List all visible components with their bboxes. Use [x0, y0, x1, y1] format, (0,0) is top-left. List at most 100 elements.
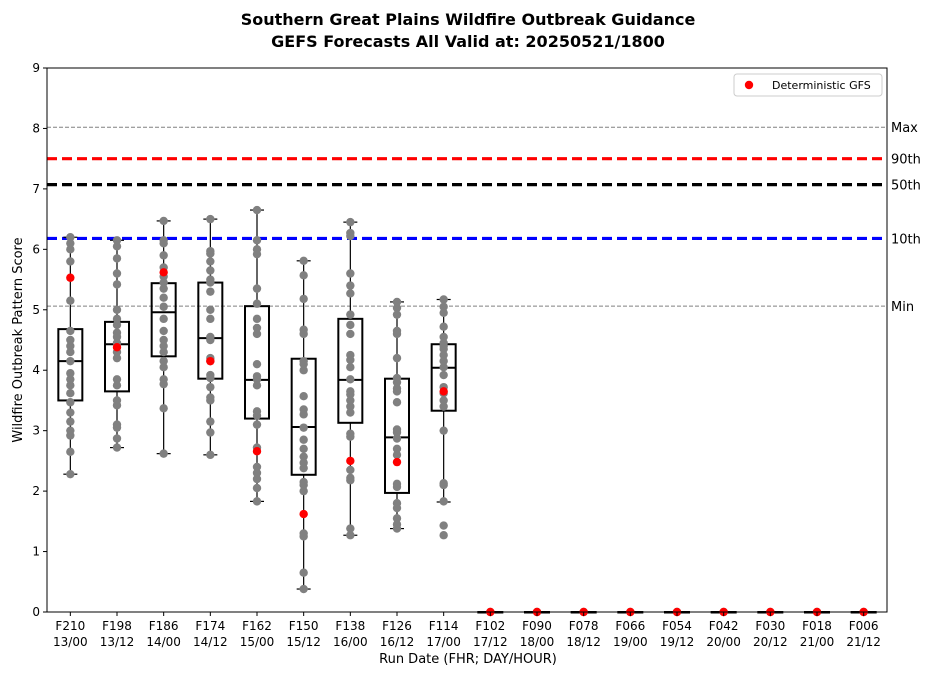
x-tick-label-date: 19/12	[660, 635, 695, 649]
ensemble-member-point	[346, 390, 355, 399]
chart-title-line1: Southern Great Plains Wildfire Outbreak …	[241, 10, 696, 29]
ensemble-member-point	[439, 308, 448, 317]
ensemble-member-point	[392, 303, 402, 313]
ensemble-member-point	[299, 568, 308, 577]
ensemble-member-point	[299, 294, 308, 304]
y-tick-label: 7	[32, 182, 40, 196]
ensemble-member-point	[66, 347, 75, 357]
ensemble-member-point	[439, 497, 448, 506]
y-tick-label: 6	[32, 242, 40, 256]
ensemble-member-point	[112, 375, 122, 384]
ensemble-member-point	[346, 310, 355, 319]
x-tick-label-date: 18/12	[566, 635, 601, 649]
ensemble-member-point	[346, 269, 355, 278]
ensemble-member-point	[66, 375, 75, 384]
ensemble-member-point	[112, 381, 122, 390]
ensemble-member-point	[252, 381, 262, 390]
ensemble-member-point	[206, 314, 215, 324]
ensemble-member-point	[66, 356, 75, 366]
ensemble-member-point	[346, 476, 355, 485]
ensemble-member-point	[346, 375, 355, 384]
ensemble-member-point	[346, 465, 355, 475]
ensemble-member-point	[252, 329, 262, 339]
x-tick-label-date: 19/00	[613, 635, 648, 649]
x-tick-label-date: 14/12	[193, 635, 228, 649]
ensemble-member-point	[392, 444, 402, 453]
ensemble-member-point	[346, 231, 355, 241]
ensemble-member-point	[159, 335, 168, 345]
ensemble-member-point	[392, 503, 402, 513]
x-tick-label-date: 16/00	[333, 635, 368, 649]
x-tick-label-fhr: F198	[102, 619, 132, 633]
ensemble-member-point	[439, 356, 448, 366]
ensemble-member-point	[346, 408, 355, 417]
deterministic-gfs-point	[66, 273, 75, 282]
ensemble-member-point	[112, 443, 122, 452]
x-tick-label-fhr: F078	[569, 619, 599, 633]
ensemble-member-point	[439, 480, 448, 490]
x-tick-label-fhr: F162	[242, 619, 272, 633]
ensemble-member-point	[159, 314, 168, 324]
ensemble-member-point	[252, 323, 262, 333]
ensemble-member-point	[66, 431, 75, 440]
ensemble-member-point	[159, 404, 168, 413]
x-tick-label-date: 17/00	[426, 635, 461, 649]
ensemble-member-point	[346, 402, 355, 411]
ensemble-member-point	[112, 280, 122, 289]
ensemble-member-point	[299, 410, 308, 419]
plot-area: Max 90th 50th 10th Min 0 1 2 3 4 5 6 7 8 9 F210 13/00 F19…	[32, 61, 921, 649]
ensemble-member-point	[346, 281, 355, 290]
ensemble-member-point	[112, 236, 122, 245]
ensemble-member-point	[112, 314, 122, 324]
ensemble-member-point	[159, 363, 168, 372]
x-tick-label-fhr: F090	[522, 619, 552, 633]
ensemble-member-point	[299, 366, 308, 375]
y-tick-label: 0	[32, 605, 40, 619]
ensemble-member-point	[159, 326, 168, 336]
x-tick-label-fhr: F030	[755, 619, 785, 633]
box-iqr	[337, 317, 364, 424]
y-tick-label: 2	[32, 484, 40, 498]
legend: Deterministic GFS	[733, 73, 883, 97]
ensemble-member-point	[159, 293, 168, 302]
ensemble-member-point	[392, 514, 402, 523]
ensemble-member-point	[252, 375, 262, 384]
ensemble-member-point	[252, 284, 262, 293]
deterministic-gfs-point	[439, 387, 448, 396]
ensemble-member-point	[206, 450, 215, 460]
reference-label-50th: 50th	[891, 179, 921, 194]
x-tick-label-fhr: F054	[662, 619, 692, 633]
ensemble-member-point	[206, 249, 215, 258]
x-tick-label-fhr: F186	[149, 619, 179, 633]
ensemble-member-point	[66, 381, 75, 390]
ensemble-member-point	[299, 444, 308, 453]
ensemble-member-point	[206, 305, 215, 314]
ensemble-member-point	[252, 299, 262, 308]
y-tick-label: 5	[32, 303, 40, 317]
x-tick-label-fhr: F042	[709, 619, 739, 633]
ensemble-member-point	[112, 320, 122, 330]
legend-label-deterministic: Deterministic GFS	[772, 79, 871, 92]
ensemble-member-point	[346, 329, 355, 339]
ensemble-member-point	[66, 447, 75, 457]
x-tick-label-date: 13/12	[100, 635, 135, 649]
ensemble-member-point	[346, 363, 355, 372]
ensemble-member-point	[206, 373, 215, 383]
x-tick-label-fhr: F006	[849, 619, 879, 633]
ensemble-member-point	[299, 359, 308, 369]
ensemble-member-point	[66, 239, 75, 248]
ensemble-member-point	[112, 434, 122, 443]
x-tick-label-date: 16/12	[380, 635, 415, 649]
ensemble-member-point	[439, 426, 448, 435]
deterministic-gfs-point	[206, 356, 215, 366]
ensemble-member-point	[439, 332, 448, 342]
ensemble-member-point	[392, 450, 402, 460]
ensemble-member-point	[392, 398, 402, 407]
x-tick-label-date: 15/12	[286, 635, 321, 649]
x-tick-label-date: 17/12	[473, 635, 508, 649]
ensemble-member-point	[299, 584, 308, 594]
ensemble-member-point	[159, 341, 168, 351]
ensemble-member-point	[66, 469, 75, 479]
